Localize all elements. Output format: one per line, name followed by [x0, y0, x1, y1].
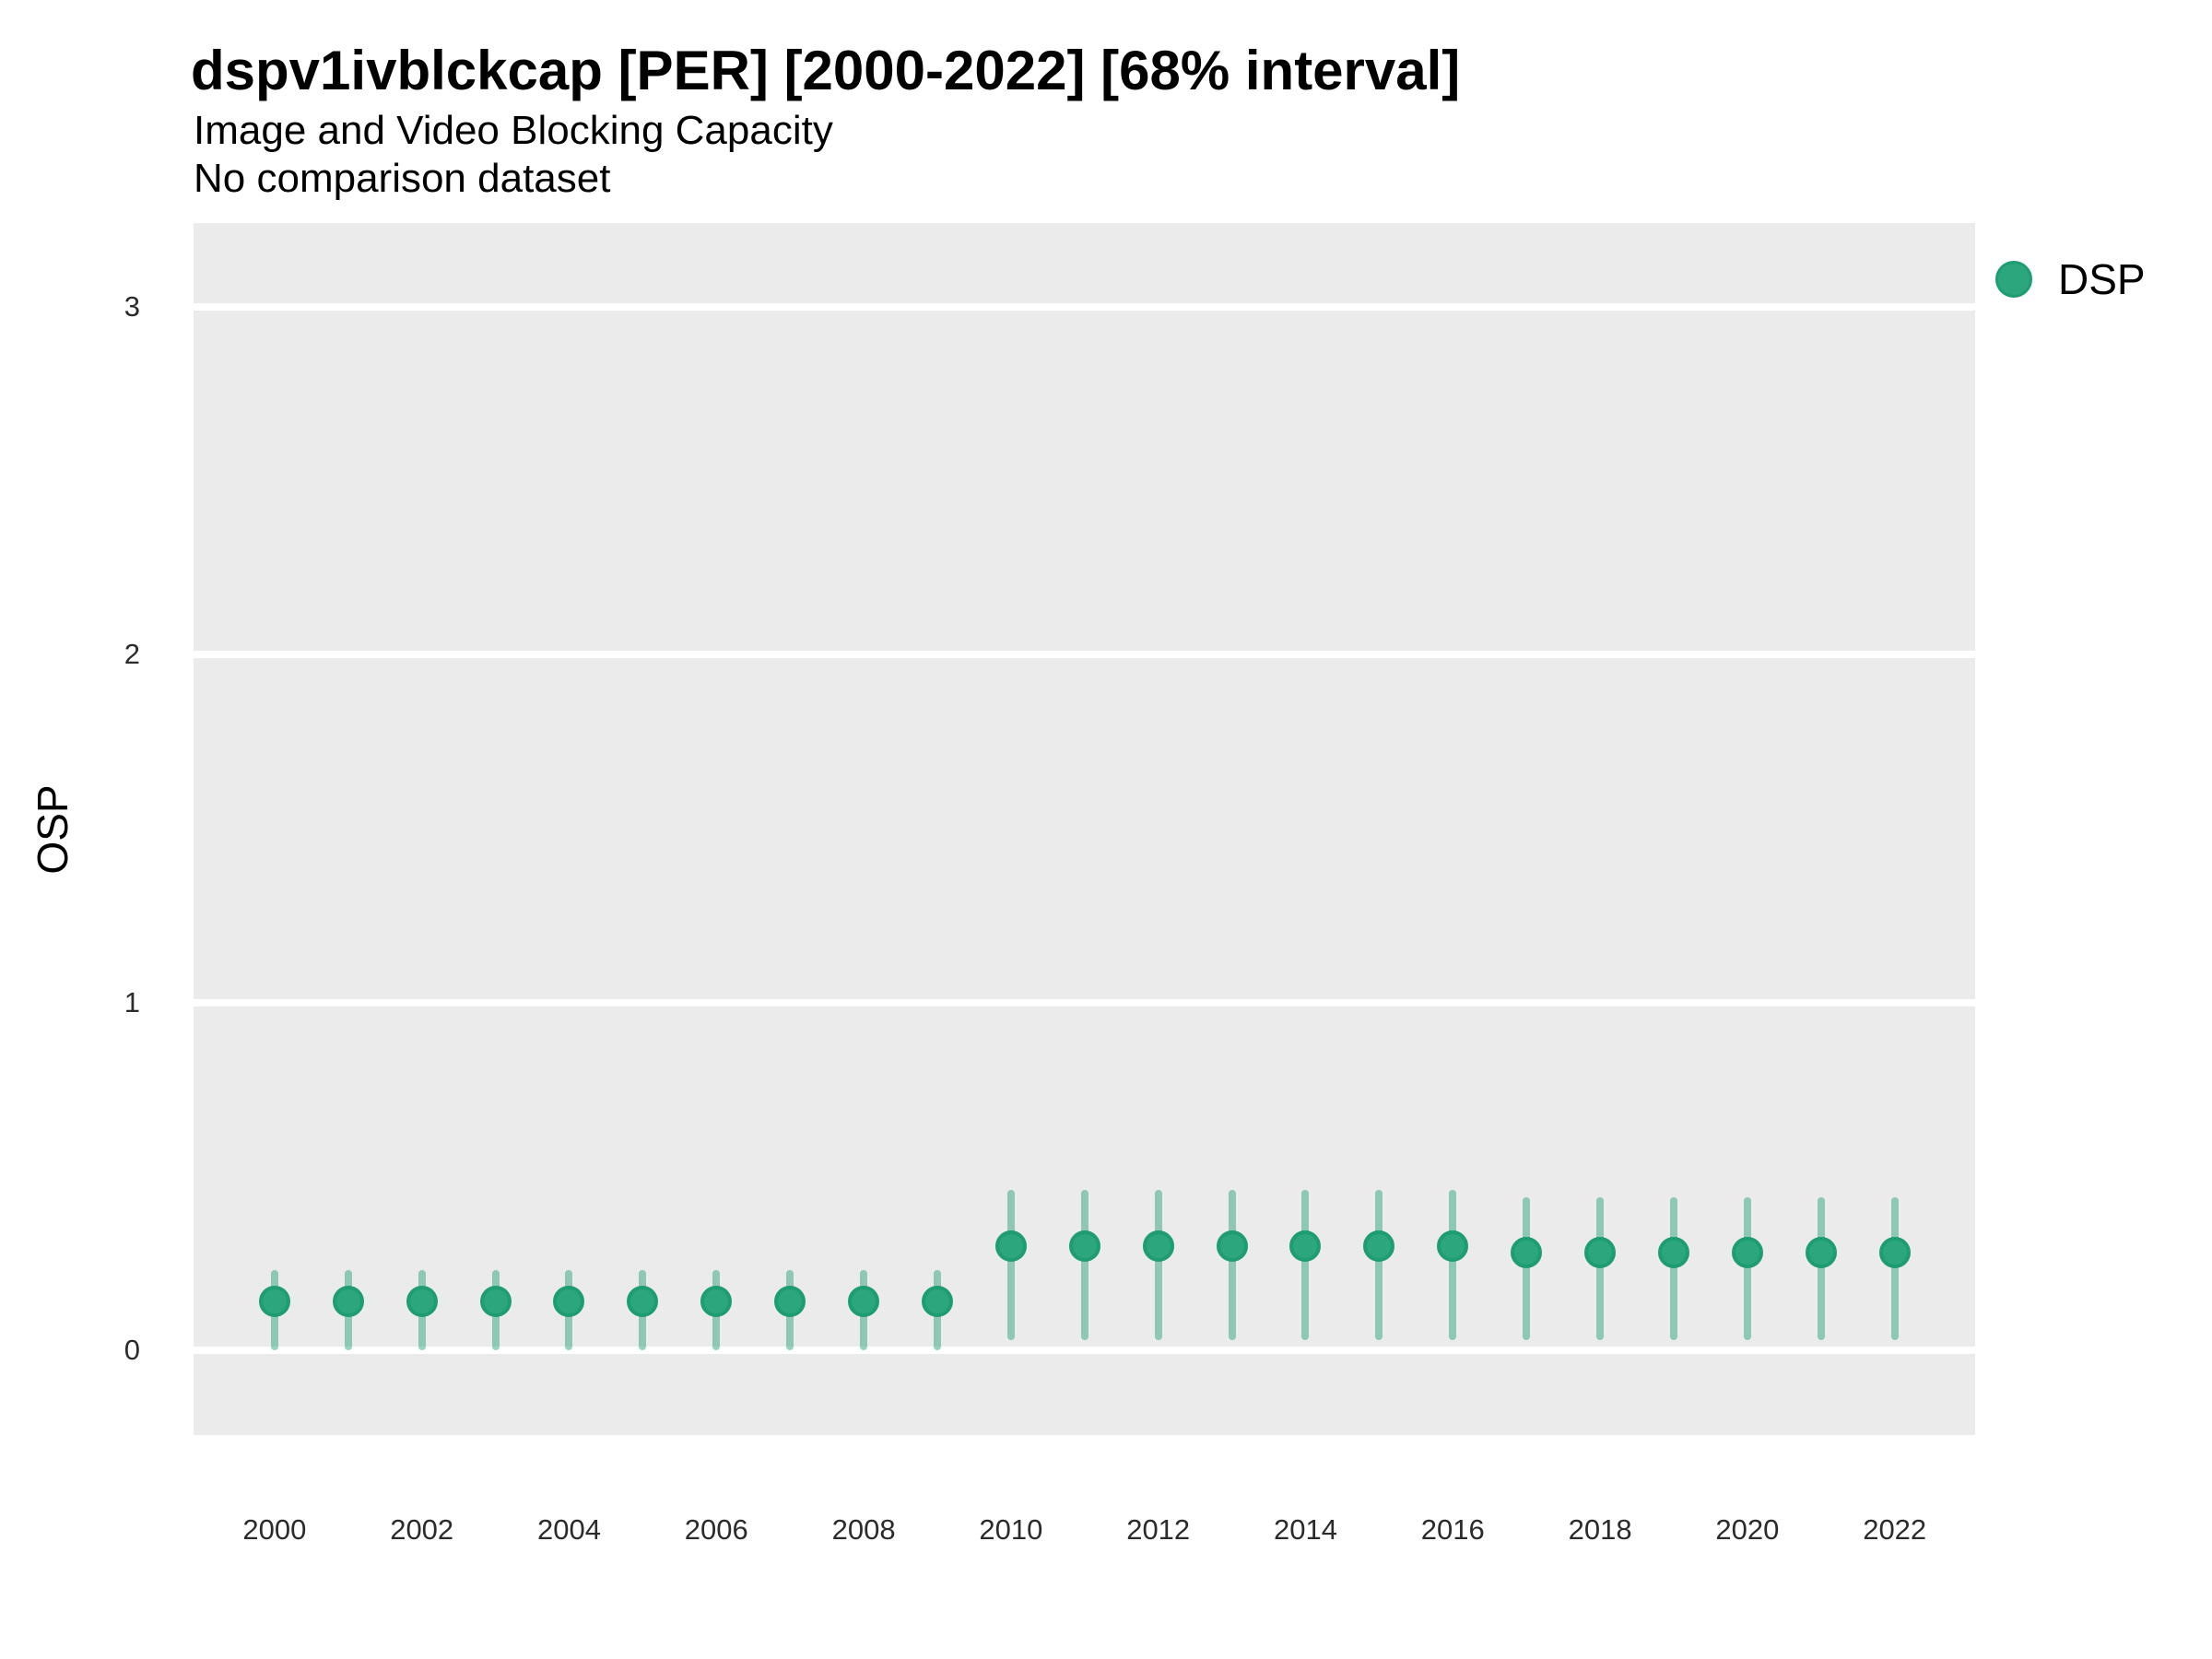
x-tick-label: 2012 [1126, 1513, 1191, 1546]
data-point [1437, 1230, 1469, 1262]
data-point [479, 1286, 512, 1318]
y-tick-label: 1 [124, 985, 140, 1018]
interval-bar [1006, 1190, 1015, 1340]
data-point [994, 1230, 1027, 1262]
y-axis-title: OSP [29, 784, 76, 875]
data-point [1657, 1237, 1689, 1269]
x-tick-label: 2006 [684, 1513, 748, 1546]
chart-title: dspv1ivblckcap [PER] [2000-2022] [68% in… [191, 40, 1461, 101]
data-point [1878, 1237, 1911, 1269]
data-point [921, 1286, 953, 1318]
x-tick-label: 2014 [1274, 1513, 1337, 1546]
data-point [1289, 1230, 1322, 1262]
chart-subtitle: Image and Video Blocking Capacity [194, 108, 833, 153]
legend-point-icon [1995, 261, 2032, 298]
x-tick-label: 2008 [831, 1513, 896, 1546]
data-point [848, 1286, 880, 1318]
data-point [627, 1286, 659, 1318]
data-point [1068, 1230, 1100, 1262]
data-point [406, 1286, 438, 1318]
x-tick-label: 2020 [1715, 1513, 1780, 1546]
data-point [1363, 1230, 1395, 1262]
data-point [1511, 1237, 1543, 1269]
y-tick-label: 2 [124, 638, 140, 671]
interval-bar [1523, 1196, 1531, 1340]
interval-bar [1449, 1190, 1457, 1340]
interval-bar [1154, 1190, 1162, 1340]
data-point [1216, 1230, 1248, 1262]
chart-subtitle-secondary: No comparison dataset [194, 156, 611, 201]
y-tick-label: 0 [124, 1334, 140, 1366]
interval-bar [1669, 1196, 1677, 1340]
data-point [332, 1286, 364, 1318]
x-tick-label: 2022 [1863, 1513, 1927, 1546]
x-tick-label: 2002 [390, 1513, 454, 1546]
y-tick-label: 3 [124, 290, 140, 323]
gridline-y-0 [194, 1347, 1975, 1354]
data-point [1805, 1237, 1837, 1269]
interval-bar [1375, 1190, 1383, 1340]
data-point [774, 1286, 806, 1318]
interval-bar [1301, 1190, 1310, 1340]
data-point [700, 1286, 733, 1318]
legend-label: DSP [2058, 255, 2146, 303]
interval-bar [1890, 1196, 1899, 1340]
x-tick-label: 2000 [242, 1513, 307, 1546]
data-point [553, 1286, 585, 1318]
interval-bar [1080, 1190, 1088, 1340]
x-tick-label: 2004 [537, 1513, 601, 1546]
interval-bar [1596, 1196, 1605, 1340]
gridline-y-1 [194, 998, 1975, 1006]
x-tick-label: 2018 [1568, 1513, 1632, 1546]
interval-bar [1228, 1190, 1236, 1340]
data-point [258, 1286, 290, 1318]
legend: DSP [1995, 255, 2146, 303]
x-tick-label: 2010 [979, 1513, 1043, 1546]
data-point [1142, 1230, 1174, 1262]
data-point [1731, 1237, 1763, 1269]
gridline-y-2 [194, 651, 1975, 659]
gridline-y-3 [194, 303, 1975, 311]
interval-bar [1743, 1196, 1751, 1340]
interval-bar [1817, 1196, 1825, 1340]
x-tick-label: 2016 [1420, 1513, 1485, 1546]
data-point [1584, 1237, 1617, 1269]
